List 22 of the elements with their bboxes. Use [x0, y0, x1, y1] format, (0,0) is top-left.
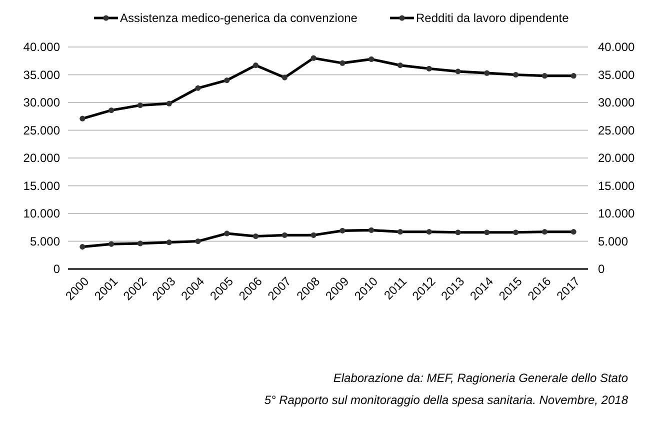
legend-label: Redditi da lavoro dipendente	[416, 11, 570, 26]
y2-tick-label: 15.000	[598, 178, 636, 193]
y2-tick-label: 20.000	[598, 151, 636, 166]
y-tick-label: 20.000	[23, 151, 60, 166]
text: 5° Rapporto sul monitoraggio della spesa sanitaria. Novembre, 2018	[264, 393, 628, 407]
y2-tick-label: 25.000	[598, 123, 636, 138]
y2-tick-label: 5.000	[598, 234, 628, 248]
y2-tick-label: 10.000	[598, 206, 636, 221]
y-tick-label: 35.000	[23, 68, 60, 82]
y2-tick-label: 30.000	[598, 96, 636, 110]
y-tick-label: 0	[53, 262, 60, 276]
text: Elaborazione da: MEF, Ragioneria Generale dello Stato	[333, 371, 628, 385]
y2-tick-label: 40.000	[598, 40, 636, 54]
y-tick-label: 25.000	[23, 123, 60, 138]
y-tick-label: 10.000	[23, 206, 60, 221]
y2-tick-label: 0	[598, 262, 605, 276]
legend-label: Assistenza medico-generica da convenzione	[120, 11, 358, 26]
y2-tick-label: 35.000	[598, 68, 636, 82]
y-tick-label: 5.000	[30, 234, 60, 248]
y-tick-label: 30.000	[23, 96, 60, 110]
y-tick-label: 40.000	[23, 40, 60, 54]
y-tick-label: 15.000	[23, 178, 60, 193]
